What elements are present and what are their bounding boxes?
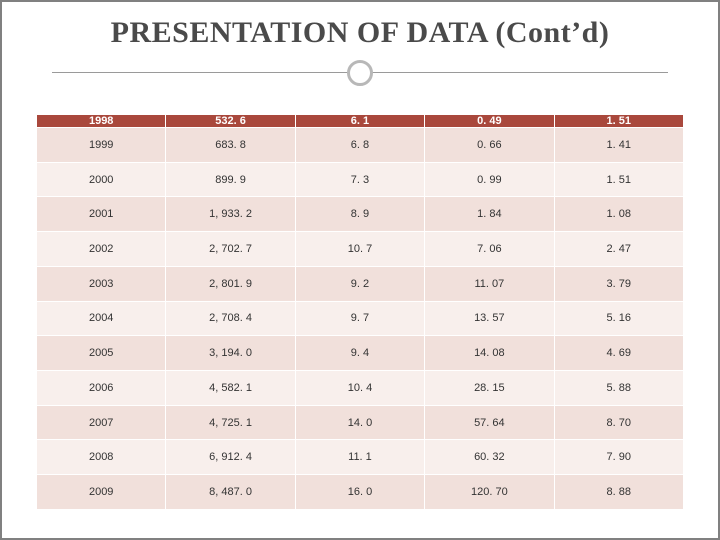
table-cell: 28. 15 bbox=[425, 371, 554, 406]
table-row: 20064, 582. 110. 428. 155. 88 bbox=[37, 371, 684, 406]
table-header-cell: 6. 1 bbox=[295, 115, 424, 128]
table-cell: 2001 bbox=[37, 197, 166, 232]
table-cell: 5. 16 bbox=[554, 301, 683, 336]
table-cell: 9. 2 bbox=[295, 266, 424, 301]
table-row: 20011, 933. 28. 91. 841. 08 bbox=[37, 197, 684, 232]
table-cell: 7. 3 bbox=[295, 162, 424, 197]
table-cell: 4, 582. 1 bbox=[166, 371, 295, 406]
table-row: 20098, 487. 016. 0120. 708. 88 bbox=[37, 475, 684, 510]
table-cell: 57. 64 bbox=[425, 405, 554, 440]
table-cell: 7. 90 bbox=[554, 440, 683, 475]
table-cell: 9. 7 bbox=[295, 301, 424, 336]
table-cell: 0. 99 bbox=[425, 162, 554, 197]
table-cell: 14. 0 bbox=[295, 405, 424, 440]
table-cell: 2009 bbox=[37, 475, 166, 510]
table-cell: 2, 801. 9 bbox=[166, 266, 295, 301]
table-cell: 11. 1 bbox=[295, 440, 424, 475]
table-cell: 8, 487. 0 bbox=[166, 475, 295, 510]
table-cell: 683. 8 bbox=[166, 128, 295, 163]
slide: PRESENTATION OF DATA (Cont’d) 1998532. 6… bbox=[0, 0, 720, 540]
table-cell: 1, 933. 2 bbox=[166, 197, 295, 232]
data-table: 1998532. 66. 10. 491. 511999683. 86. 80.… bbox=[36, 114, 684, 510]
table-cell: 1. 84 bbox=[425, 197, 554, 232]
table-cell: 2003 bbox=[37, 266, 166, 301]
table-row: 20032, 801. 99. 211. 073. 79 bbox=[37, 266, 684, 301]
table-cell: 2006 bbox=[37, 371, 166, 406]
table-cell: 899. 9 bbox=[166, 162, 295, 197]
table-cell: 14. 08 bbox=[425, 336, 554, 371]
table-cell: 10. 7 bbox=[295, 232, 424, 267]
table-cell: 8. 70 bbox=[554, 405, 683, 440]
table-cell: 11. 07 bbox=[425, 266, 554, 301]
table-cell: 3. 79 bbox=[554, 266, 683, 301]
table-cell: 3, 194. 0 bbox=[166, 336, 295, 371]
divider-circle-icon bbox=[347, 60, 373, 86]
table-cell: 2005 bbox=[37, 336, 166, 371]
table-cell: 1. 41 bbox=[554, 128, 683, 163]
table-cell: 6, 912. 4 bbox=[166, 440, 295, 475]
table-row: 20086, 912. 411. 160. 327. 90 bbox=[37, 440, 684, 475]
table-row: 2000899. 97. 30. 991. 51 bbox=[37, 162, 684, 197]
table-cell: 2. 47 bbox=[554, 232, 683, 267]
table-cell: 16. 0 bbox=[295, 475, 424, 510]
table-row: 20053, 194. 09. 414. 084. 69 bbox=[37, 336, 684, 371]
table-cell: 2008 bbox=[37, 440, 166, 475]
table-cell: 2000 bbox=[37, 162, 166, 197]
table-cell: 60. 32 bbox=[425, 440, 554, 475]
title-divider bbox=[2, 58, 718, 88]
table-cell: 9. 4 bbox=[295, 336, 424, 371]
table-header-cell: 0. 49 bbox=[425, 115, 554, 128]
table-cell: 5. 88 bbox=[554, 371, 683, 406]
table-cell: 120. 70 bbox=[425, 475, 554, 510]
table-cell: 7. 06 bbox=[425, 232, 554, 267]
table-cell: 2002 bbox=[37, 232, 166, 267]
table-cell: 2007 bbox=[37, 405, 166, 440]
table-cell: 13. 57 bbox=[425, 301, 554, 336]
table-cell: 4, 725. 1 bbox=[166, 405, 295, 440]
table-cell: 0. 66 bbox=[425, 128, 554, 163]
table-cell: 2, 702. 7 bbox=[166, 232, 295, 267]
table-cell: 1. 08 bbox=[554, 197, 683, 232]
table-header-cell: 532. 6 bbox=[166, 115, 295, 128]
table-cell: 8. 88 bbox=[554, 475, 683, 510]
table-row: 20022, 702. 710. 77. 062. 47 bbox=[37, 232, 684, 267]
table-cell: 2004 bbox=[37, 301, 166, 336]
table-cell: 8. 9 bbox=[295, 197, 424, 232]
table-cell: 6. 8 bbox=[295, 128, 424, 163]
title-area: PRESENTATION OF DATA (Cont’d) bbox=[2, 2, 718, 50]
data-table-container: 1998532. 66. 10. 491. 511999683. 86. 80.… bbox=[36, 114, 684, 510]
table-header-cell: 1. 51 bbox=[554, 115, 683, 128]
table-row: 20074, 725. 114. 057. 648. 70 bbox=[37, 405, 684, 440]
table-row: 1999683. 86. 80. 661. 41 bbox=[37, 128, 684, 163]
table-cell: 2, 708. 4 bbox=[166, 301, 295, 336]
table-header-cell: 1998 bbox=[37, 115, 166, 128]
table-cell: 10. 4 bbox=[295, 371, 424, 406]
table-row: 20042, 708. 49. 713. 575. 16 bbox=[37, 301, 684, 336]
table-cell: 4. 69 bbox=[554, 336, 683, 371]
table-cell: 1. 51 bbox=[554, 162, 683, 197]
table-cell: 1999 bbox=[37, 128, 166, 163]
slide-title: PRESENTATION OF DATA (Cont’d) bbox=[2, 16, 718, 50]
